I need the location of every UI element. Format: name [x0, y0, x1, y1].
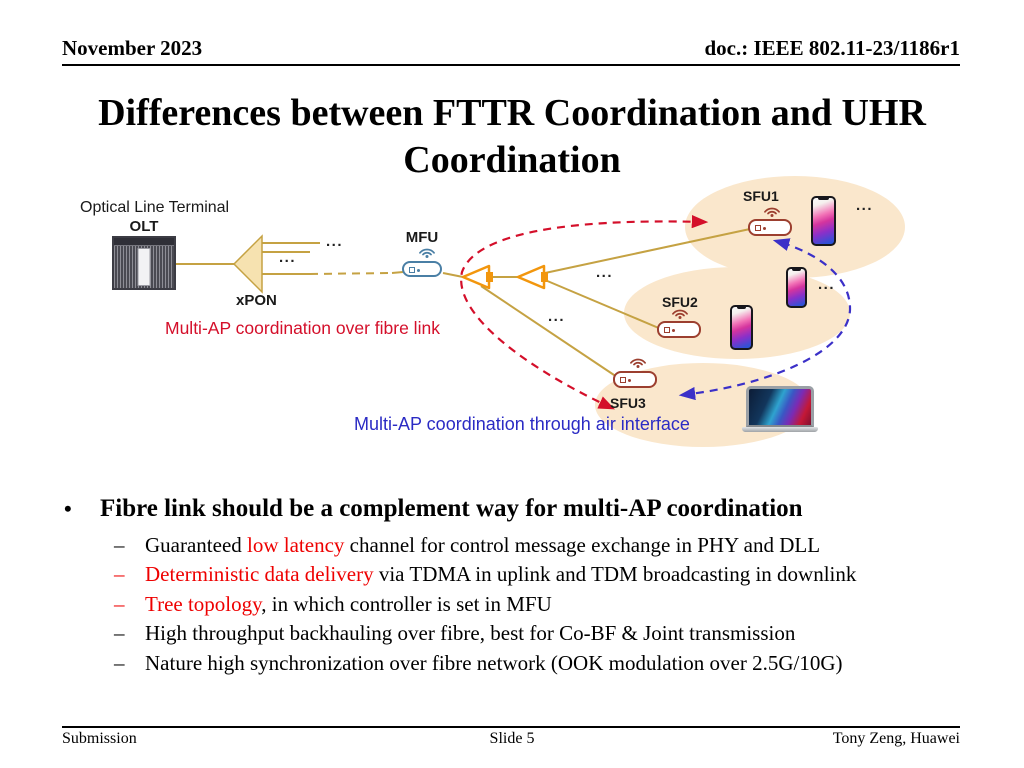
main-bullet-text: Fibre link should be a complement way fo… — [100, 495, 803, 522]
sfu3-wifi-icon — [630, 358, 646, 368]
bullet-marker: • — [64, 496, 72, 521]
mfu-device — [402, 261, 442, 277]
sub-bullet: – Guaranteed low latency channel for cont… — [114, 531, 856, 560]
sfu2-device — [657, 321, 701, 338]
xpon-label: xPON — [236, 292, 277, 309]
sfu2-wifi-icon — [672, 309, 688, 319]
sfu1-phone-icon — [811, 196, 836, 246]
header-rule — [62, 64, 960, 66]
network-diagram: Optical Line Terminal OLT xPON MFU SFU1 … — [0, 0, 1024, 480]
olt-label: OLT — [129, 218, 159, 235]
ellipsis-xpon-top: ... — [326, 233, 344, 250]
optical-splitter-1-icon — [461, 264, 493, 290]
sfu3-device — [613, 371, 657, 388]
main-bullet: • Fibre link should be a complement way f… — [64, 495, 803, 523]
sfu1-label: SFU1 — [743, 188, 779, 204]
ellipsis-fibre-sfu3: ... — [548, 308, 566, 325]
sub-bullet-dash: – — [114, 650, 125, 675]
olt-device — [112, 236, 176, 290]
laptop-base — [742, 427, 818, 432]
sfu1-device — [748, 219, 792, 236]
sub-bullet-text: Guaranteed low latency channel for contr… — [145, 533, 821, 557]
footer-author: Tony Zeng, Huawei — [832, 730, 960, 747]
header-doc-number: doc.: IEEE 802.11-23/1186r1 — [704, 36, 960, 60]
sub-bullet: – Nature high synchronization over fibre … — [114, 649, 856, 678]
fibre-coordination-caption: Multi-AP coordination over fibre link — [165, 318, 440, 338]
footer-rule — [62, 726, 960, 728]
mfu-label: MFU — [405, 229, 439, 246]
olt-caption: Optical Line Terminal — [80, 199, 230, 216]
sub-bullet-dash: – — [114, 562, 125, 587]
sfu3-label: SFU3 — [610, 395, 646, 411]
laptop-icon — [742, 386, 818, 432]
fibre-coordination-arrow — [460, 215, 709, 410]
sub-bullet-list: – Guaranteed low latency channel for cont… — [114, 531, 856, 678]
header-date: November 2023 — [62, 36, 203, 60]
slide-title: Differences between FTTR Coordination an… — [0, 90, 1024, 184]
laptop-screen — [746, 386, 814, 427]
sub-bullet: – Deterministic data delivery via TDMA in… — [114, 560, 856, 589]
sub-bullet-text: Tree topology, in which controller is se… — [145, 591, 552, 616]
slide-title-line1: Differences between FTTR Coordination an… — [98, 92, 926, 134]
sfu1-wifi-icon — [764, 207, 780, 217]
optical-splitter-2-icon — [516, 264, 548, 290]
ellipsis-fibre-sfu1: ... — [596, 264, 614, 281]
fibre-to-mfu-end — [391, 271, 404, 274]
slide-title-line2: Coordination — [403, 139, 621, 181]
sub-bullet: – High throughput backhauling over fibre,… — [114, 619, 856, 648]
sfu2-phone-icon-2 — [730, 305, 753, 350]
ellipsis-sfu2-zone: ... — [818, 276, 836, 293]
footer-slide-number: Slide 5 — [489, 730, 535, 747]
sub-bullet-dash: – — [114, 621, 125, 646]
sub-bullet-dash: – — [114, 533, 125, 557]
mfu-wifi-icon — [419, 248, 435, 258]
sub-bullet-text: Nature high synchronization over fibre n… — [145, 650, 843, 675]
air-coordination-caption: Multi-AP coordination through air interf… — [354, 414, 690, 434]
ellipsis-sfu1-zone: ... — [856, 197, 874, 214]
sub-bullet-text: High throughput backhauling over fibre, … — [145, 621, 796, 646]
sub-bullet: – Tree topology, in which controller is s… — [114, 590, 856, 619]
sfu2-phone-icon-1 — [786, 267, 807, 308]
fibre-mfu-to-splitter1 — [442, 272, 464, 278]
fibre-to-sfu3 — [480, 285, 621, 380]
sub-bullet-text: Deterministic data delivery via TDMA in … — [145, 562, 857, 587]
xpon-splitter-icon — [232, 234, 263, 294]
ellipsis-xpon-mid: ... — [279, 249, 297, 266]
footer-submission: Submission — [62, 730, 137, 747]
sub-bullet-dash: – — [114, 591, 125, 616]
